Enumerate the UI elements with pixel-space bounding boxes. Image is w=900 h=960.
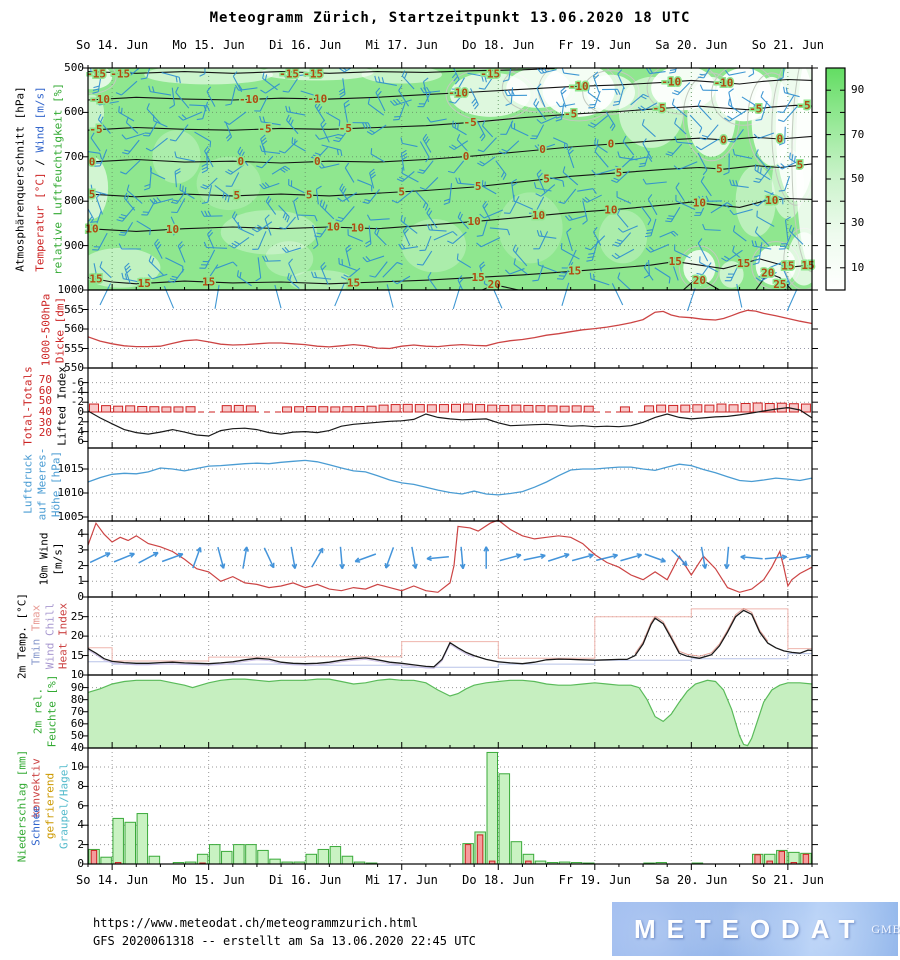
- svg-text:-5: -5: [339, 122, 352, 135]
- svg-text:15: 15: [89, 273, 102, 286]
- svg-text:0: 0: [314, 155, 321, 168]
- svg-text:5: 5: [398, 185, 405, 198]
- svg-text:15: 15: [781, 260, 794, 273]
- svg-text:15: 15: [202, 276, 215, 289]
- svg-text:20: 20: [488, 278, 501, 291]
- svg-text:0: 0: [238, 155, 245, 168]
- svg-text:-5: -5: [797, 99, 810, 112]
- svg-text:5: 5: [475, 180, 482, 193]
- svg-text:5: 5: [716, 162, 723, 175]
- svg-text:15: 15: [669, 255, 682, 268]
- svg-text:15: 15: [568, 265, 581, 278]
- svg-text:-10: -10: [307, 92, 327, 105]
- svg-text:-15: -15: [86, 68, 106, 81]
- svg-text:20: 20: [761, 267, 774, 280]
- svg-text:-15: -15: [110, 68, 130, 81]
- svg-text:10: 10: [604, 203, 617, 216]
- svg-text:5: 5: [797, 159, 804, 172]
- svg-text:-5: -5: [258, 122, 271, 135]
- svg-text:25: 25: [773, 278, 786, 291]
- svg-text:20: 20: [693, 274, 706, 287]
- svg-text:15: 15: [801, 259, 814, 272]
- svg-text:10: 10: [85, 222, 98, 235]
- svg-text:10: 10: [468, 215, 481, 228]
- svg-text:-5: -5: [653, 102, 666, 115]
- svg-text:-15: -15: [480, 68, 500, 81]
- svg-text:-5: -5: [749, 102, 762, 115]
- svg-text:5: 5: [234, 189, 241, 202]
- svg-text:-10: -10: [714, 76, 734, 89]
- svg-text:-5: -5: [564, 108, 577, 121]
- svg-text:0: 0: [777, 133, 784, 146]
- svg-text:10: 10: [327, 221, 340, 234]
- svg-text:0: 0: [539, 143, 546, 156]
- svg-text:10: 10: [166, 223, 179, 236]
- svg-text:5: 5: [543, 173, 550, 186]
- svg-text:-15: -15: [303, 68, 323, 81]
- svg-text:0: 0: [608, 138, 615, 151]
- svg-text:10: 10: [765, 194, 778, 207]
- svg-text:-10: -10: [239, 93, 259, 106]
- svg-text:15: 15: [138, 277, 151, 290]
- svg-text:-10: -10: [448, 86, 468, 99]
- svg-text:10: 10: [693, 196, 706, 209]
- svg-text:5: 5: [306, 189, 313, 202]
- svg-text:-5: -5: [89, 123, 102, 136]
- logo-suffix: GMBH: [871, 921, 900, 936]
- svg-text:15: 15: [347, 276, 360, 289]
- svg-text:15: 15: [472, 271, 485, 284]
- svg-text:15: 15: [737, 257, 750, 270]
- svg-text:0: 0: [720, 133, 727, 146]
- svg-text:-10: -10: [569, 80, 589, 93]
- svg-text:10: 10: [351, 221, 364, 234]
- svg-text:5: 5: [616, 166, 623, 179]
- svg-text:0: 0: [89, 155, 96, 168]
- svg-text:5: 5: [89, 188, 96, 201]
- svg-text:-10: -10: [661, 75, 681, 88]
- svg-text:-15: -15: [279, 68, 299, 81]
- svg-text:-10: -10: [90, 93, 110, 106]
- svg-text:-5: -5: [463, 116, 476, 129]
- svg-text:10: 10: [532, 209, 545, 222]
- logo-text: METEODAT: [634, 913, 866, 944]
- svg-text:0: 0: [463, 150, 470, 163]
- meteodat-logo[interactable]: METEODAT GMBH: [612, 902, 900, 956]
